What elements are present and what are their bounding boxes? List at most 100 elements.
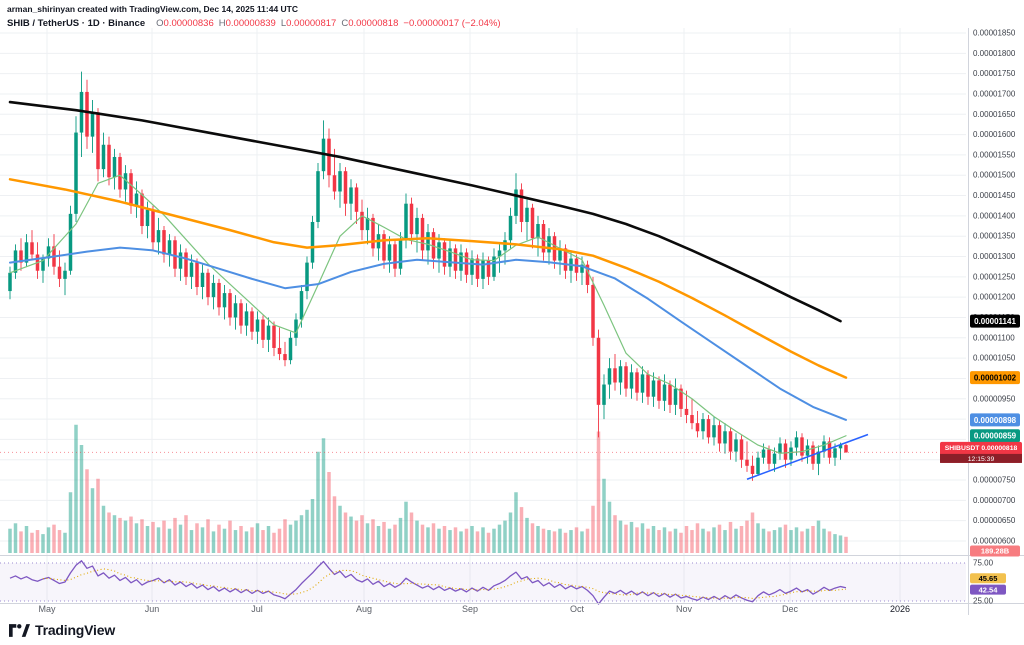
price-tick-label: 0.00001100 (973, 333, 1015, 342)
candle-body (255, 319, 260, 332)
volume-bar (508, 512, 513, 553)
candle-body (602, 384, 606, 405)
volume-bar (437, 528, 441, 553)
volume-bar (321, 438, 326, 553)
volume-bar (79, 445, 84, 553)
volume-bar (299, 515, 304, 553)
candle-body (261, 319, 265, 340)
candle-body (63, 270, 67, 279)
candle-body (365, 217, 370, 231)
candle-body (701, 419, 705, 432)
volume-bar (415, 520, 419, 553)
time-axis-label: Nov (676, 604, 693, 614)
candle-body (745, 459, 749, 466)
volume-bar (745, 520, 749, 553)
volume-bar (453, 527, 458, 553)
volume-bar (112, 515, 117, 553)
price-tick-label: 0.00000700 (973, 496, 1016, 505)
candle-body (200, 272, 205, 287)
volume-bar (228, 520, 232, 553)
candle-body (563, 248, 568, 271)
moving-averages (8, 100, 848, 454)
candle-body (112, 156, 117, 178)
candle-body (167, 240, 172, 255)
volume-bar (178, 524, 183, 553)
candle-body (415, 217, 419, 235)
candle-body (222, 293, 227, 308)
candle-body (459, 252, 463, 271)
trendline-drawing[interactable] (746, 433, 869, 480)
candle-body (217, 282, 221, 308)
candle-body (162, 230, 166, 255)
candle-body (118, 156, 122, 190)
volume-bar (492, 528, 496, 553)
volume-bar (497, 524, 502, 553)
tradingview-logo[interactable]: TradingView (9, 622, 115, 638)
time-axis-label: Jun (145, 604, 160, 614)
ma-green-badge (970, 429, 1020, 443)
candle-body (107, 144, 111, 178)
volume-bar (96, 478, 100, 553)
svg-text:42.54: 42.54 (979, 585, 999, 594)
trendline[interactable] (746, 433, 869, 480)
candle-body (728, 431, 733, 452)
candle-body (497, 250, 502, 257)
volume-bar (481, 527, 485, 553)
candle-body (706, 419, 711, 438)
volume-bar (712, 527, 716, 553)
candle-body (530, 207, 535, 239)
volume-bar (805, 528, 810, 553)
volume-bar (844, 536, 848, 553)
volume-bar (85, 469, 89, 553)
volume-bar (596, 431, 601, 553)
volume-bar (541, 528, 546, 553)
candle-body (547, 236, 551, 253)
candle-body (536, 224, 540, 239)
candle-body (404, 203, 408, 241)
volume-bar (475, 531, 480, 553)
candle-body (585, 264, 590, 285)
volume-bar (404, 501, 408, 553)
volume-bar (250, 527, 254, 553)
volume-bar (206, 519, 210, 553)
volume-bar (376, 526, 381, 553)
volume-bar (189, 530, 194, 553)
candle-body (767, 449, 771, 464)
time-axis[interactable]: May Jun Jul Aug Sep Oct Nov Dec 2026 (38, 604, 910, 614)
candle-body (657, 380, 661, 401)
volume-bar (794, 527, 799, 553)
candle-body (558, 248, 562, 261)
candle-body (750, 465, 755, 474)
candle-body (233, 303, 238, 318)
candle-body (173, 240, 177, 269)
volume-bar (585, 528, 590, 553)
volume-bar (294, 520, 298, 553)
time-axis-label: Jul (251, 604, 263, 614)
volume-bar (13, 523, 18, 553)
volume-bar (503, 520, 507, 553)
svg-text:12:15:39: 12:15:39 (968, 456, 995, 463)
time-axis-label: Sep (462, 604, 478, 614)
candle-body (662, 384, 667, 401)
candle-body (398, 240, 403, 269)
volume-bar (563, 532, 568, 553)
candle-body (673, 388, 678, 405)
countdown-badge (940, 453, 1022, 463)
candle-body (684, 408, 689, 416)
volume-bar (607, 501, 612, 553)
volume-bar (635, 527, 639, 553)
candle-body (85, 91, 89, 137)
candle-body (596, 337, 601, 405)
volume-bar (140, 519, 144, 553)
volume-bar (283, 519, 287, 553)
candle-body (690, 415, 694, 424)
candle-body (123, 173, 128, 190)
volume-bar (574, 527, 579, 553)
volume-bar (398, 517, 403, 553)
volume-bar (52, 524, 56, 553)
candle-body (640, 374, 645, 393)
candle-body (96, 112, 100, 170)
